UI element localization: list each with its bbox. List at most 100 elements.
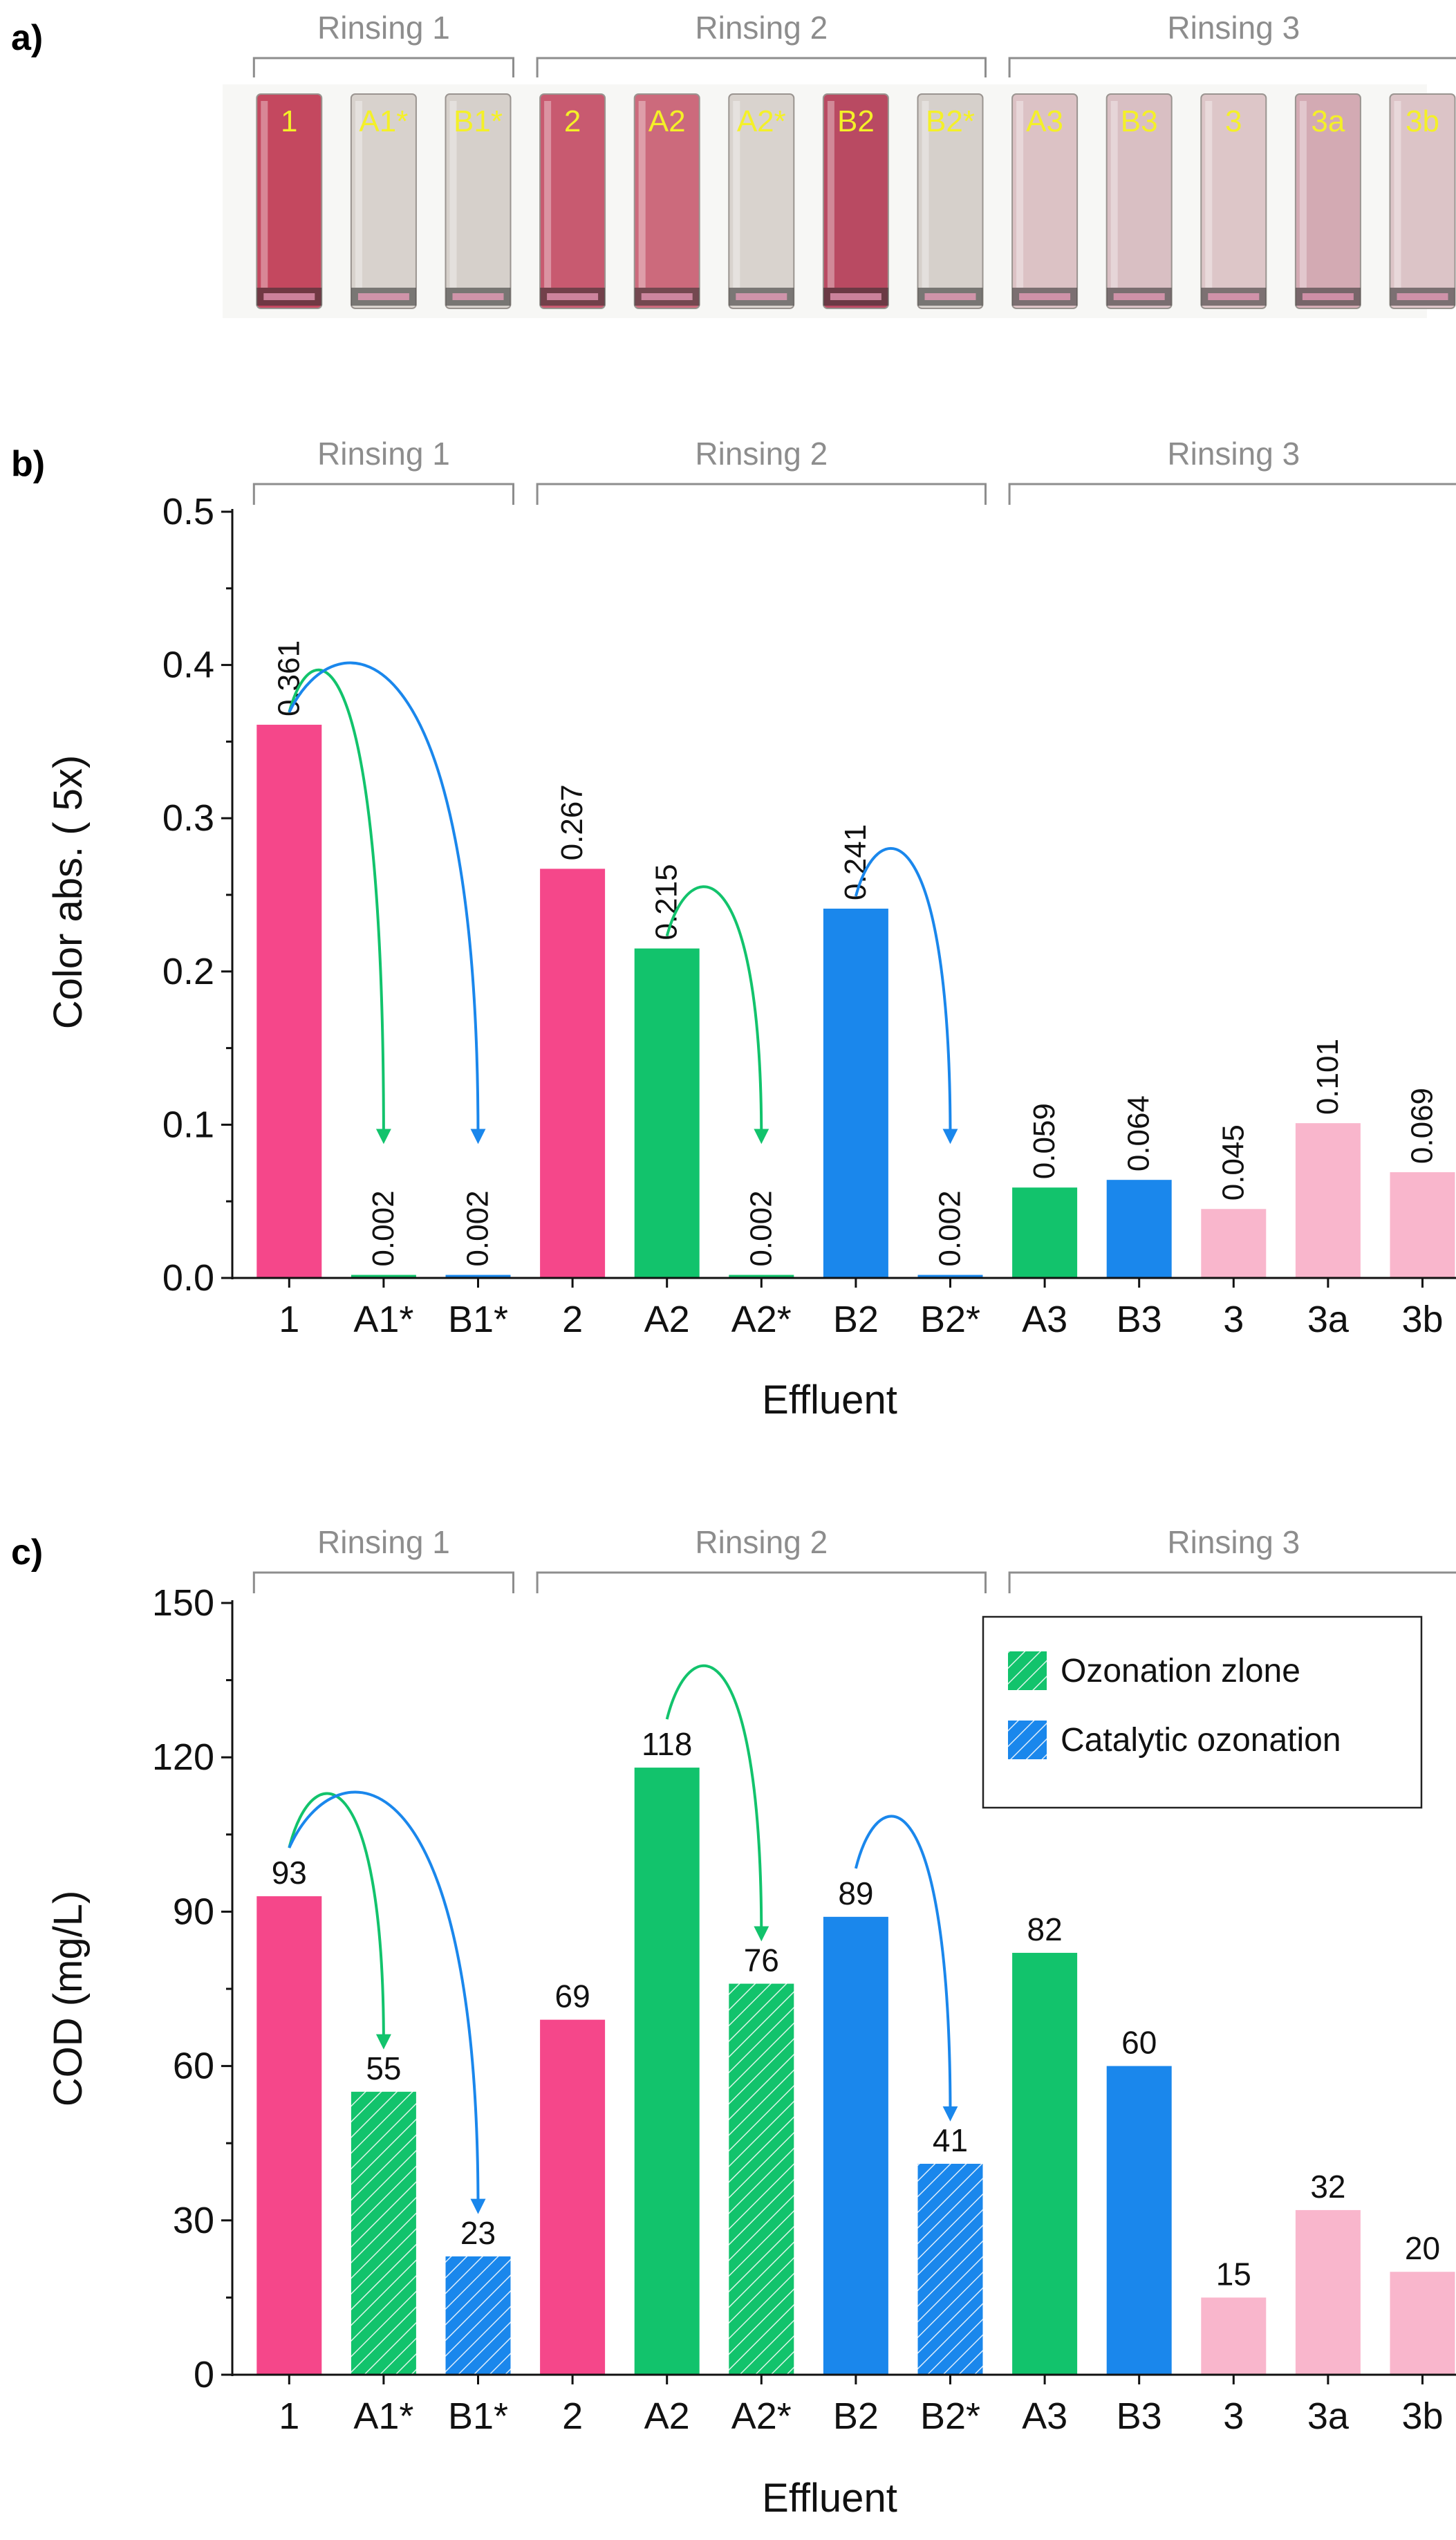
x-tick-label: A2 bbox=[644, 2395, 690, 2437]
bar-B2* bbox=[917, 2163, 983, 2375]
value-label: 0.059 bbox=[1027, 1103, 1061, 1179]
bar-B1* bbox=[445, 1274, 511, 1278]
value-label: 76 bbox=[744, 1943, 779, 1978]
x-tick-label: 3b bbox=[1401, 1299, 1443, 1340]
y-tick-label: 60 bbox=[173, 2046, 214, 2087]
y-tick-label: 120 bbox=[152, 1736, 214, 1778]
bar-3a bbox=[1295, 1123, 1361, 1278]
reduction-arrow bbox=[854, 1815, 958, 2122]
x-tick-label: A2* bbox=[731, 1299, 792, 1340]
vial: B1* bbox=[445, 93, 512, 309]
vial-body bbox=[1011, 93, 1079, 309]
bar-A3 bbox=[1012, 1952, 1078, 2375]
value-label: 69 bbox=[555, 1978, 590, 2014]
vial-glare bbox=[355, 101, 362, 288]
vial: B3 bbox=[1105, 93, 1173, 309]
vial-base-reflection bbox=[830, 293, 881, 300]
group-label: Rinsing 2 bbox=[695, 1524, 828, 1560]
vial-glare bbox=[1299, 101, 1307, 288]
value-label: 0.069 bbox=[1406, 1088, 1439, 1164]
vial-base-reflection bbox=[547, 293, 599, 300]
bar-2 bbox=[540, 2019, 606, 2375]
vial: A2* bbox=[728, 93, 795, 309]
panel-c-cod-chart: c) Rinsing 1 Rinsing 2 Rinsing 3 935523691… bbox=[11, 1524, 1456, 2521]
bar-3 bbox=[1201, 1209, 1267, 1278]
x-tick-label: B3 bbox=[1117, 2395, 1162, 2437]
value-label: 0.215 bbox=[650, 864, 684, 940]
x-tick-label: B2* bbox=[920, 2395, 980, 2437]
vial-body bbox=[539, 93, 606, 309]
panel-b-color-absorbance-chart: b) Rinsing 1 Rinsing 2 Rinsing 3 0.3610.00… bbox=[11, 436, 1456, 1422]
vial-label: A1* bbox=[359, 104, 408, 138]
panel-b-label: b) bbox=[11, 444, 45, 484]
panel-c-legend: Ozonation zlone Catalytic ozonation bbox=[982, 1615, 1423, 1809]
reduction-arrow bbox=[288, 661, 486, 1144]
vial-base-reflection bbox=[1019, 293, 1071, 300]
vial-body bbox=[1105, 93, 1173, 309]
vial: A3 bbox=[1011, 93, 1079, 309]
group-bracket bbox=[536, 57, 987, 77]
panel-b-group-brackets: Rinsing 1 Rinsing 2 Rinsing 3 bbox=[252, 436, 1456, 505]
vial-label: 3 bbox=[1225, 104, 1242, 138]
reduction-arrow bbox=[288, 1792, 391, 2050]
x-tick-label: 1 bbox=[279, 1299, 299, 1340]
bar-B2 bbox=[823, 908, 888, 1278]
x-tick-label: B3 bbox=[1117, 1299, 1162, 1340]
vial-glare bbox=[1394, 101, 1401, 288]
vial-glare bbox=[1016, 101, 1024, 288]
x-tick-label: A2* bbox=[731, 2395, 792, 2437]
vial-body bbox=[1200, 93, 1267, 309]
vial-body bbox=[728, 93, 795, 309]
bar-3b bbox=[1390, 2272, 1455, 2375]
group-label: Rinsing 2 bbox=[695, 10, 828, 46]
bar-3b bbox=[1390, 1172, 1455, 1278]
panel-a-group-brackets: Rinsing 1 Rinsing 2 Rinsing 3 bbox=[252, 10, 1456, 77]
group-bracket bbox=[252, 57, 514, 77]
vial-label: 3b bbox=[1406, 104, 1439, 138]
y-tick-label: 0.5 bbox=[162, 491, 214, 532]
bar-B2* bbox=[917, 1274, 983, 1278]
value-label: 0.002 bbox=[461, 1190, 495, 1266]
bar-A1* bbox=[351, 2091, 416, 2375]
vial-label: A2 bbox=[648, 104, 686, 138]
bar-1 bbox=[256, 1896, 322, 2375]
vial-base-reflection bbox=[452, 293, 504, 300]
group-bracket bbox=[1008, 1571, 1456, 1593]
bar-3a bbox=[1295, 2209, 1361, 2375]
vial-base-reflection bbox=[736, 293, 787, 300]
value-label: 0.045 bbox=[1216, 1124, 1250, 1201]
group-bracket bbox=[1008, 483, 1456, 505]
x-tick-label: 3a bbox=[1307, 1299, 1350, 1340]
vial-label: B1* bbox=[454, 104, 503, 138]
vial-glare bbox=[638, 101, 646, 288]
x-tick-label: A3 bbox=[1022, 2395, 1067, 2437]
value-label: 23 bbox=[460, 2215, 496, 2251]
value-label: 0.361 bbox=[272, 640, 306, 716]
vial: B2* bbox=[917, 93, 984, 309]
panel-c-xlabel: Effluent bbox=[762, 2476, 897, 2521]
reduction-arrow bbox=[665, 885, 769, 1144]
reduction-arrow bbox=[288, 1790, 486, 2214]
vial-body bbox=[445, 93, 512, 309]
value-label: 60 bbox=[1121, 2025, 1157, 2061]
x-tick-label: B2* bbox=[920, 1299, 980, 1340]
group-label: Rinsing 2 bbox=[695, 436, 828, 472]
panel-c-ylabel: COD (mg/L) bbox=[46, 1891, 91, 2107]
vial-body bbox=[350, 93, 417, 309]
vial: A1* bbox=[350, 93, 417, 309]
value-label: 55 bbox=[366, 2050, 401, 2086]
vial: A2 bbox=[633, 93, 700, 309]
bar-2 bbox=[540, 869, 606, 1278]
value-label: 82 bbox=[1027, 1911, 1063, 1947]
reduction-arrow bbox=[854, 846, 958, 1144]
vial-label: 1 bbox=[281, 104, 297, 138]
group-label: Rinsing 1 bbox=[317, 10, 450, 46]
vial-body bbox=[917, 93, 984, 309]
group-label: Rinsing 1 bbox=[317, 436, 450, 472]
bar-A2* bbox=[729, 1983, 794, 2375]
value-label: 41 bbox=[933, 2122, 968, 2158]
legend-label: Catalytic ozonation bbox=[1061, 1722, 1341, 1759]
bar-A2 bbox=[634, 948, 700, 1278]
bar-B3 bbox=[1106, 1180, 1172, 1278]
value-label: 93 bbox=[272, 1855, 307, 1891]
